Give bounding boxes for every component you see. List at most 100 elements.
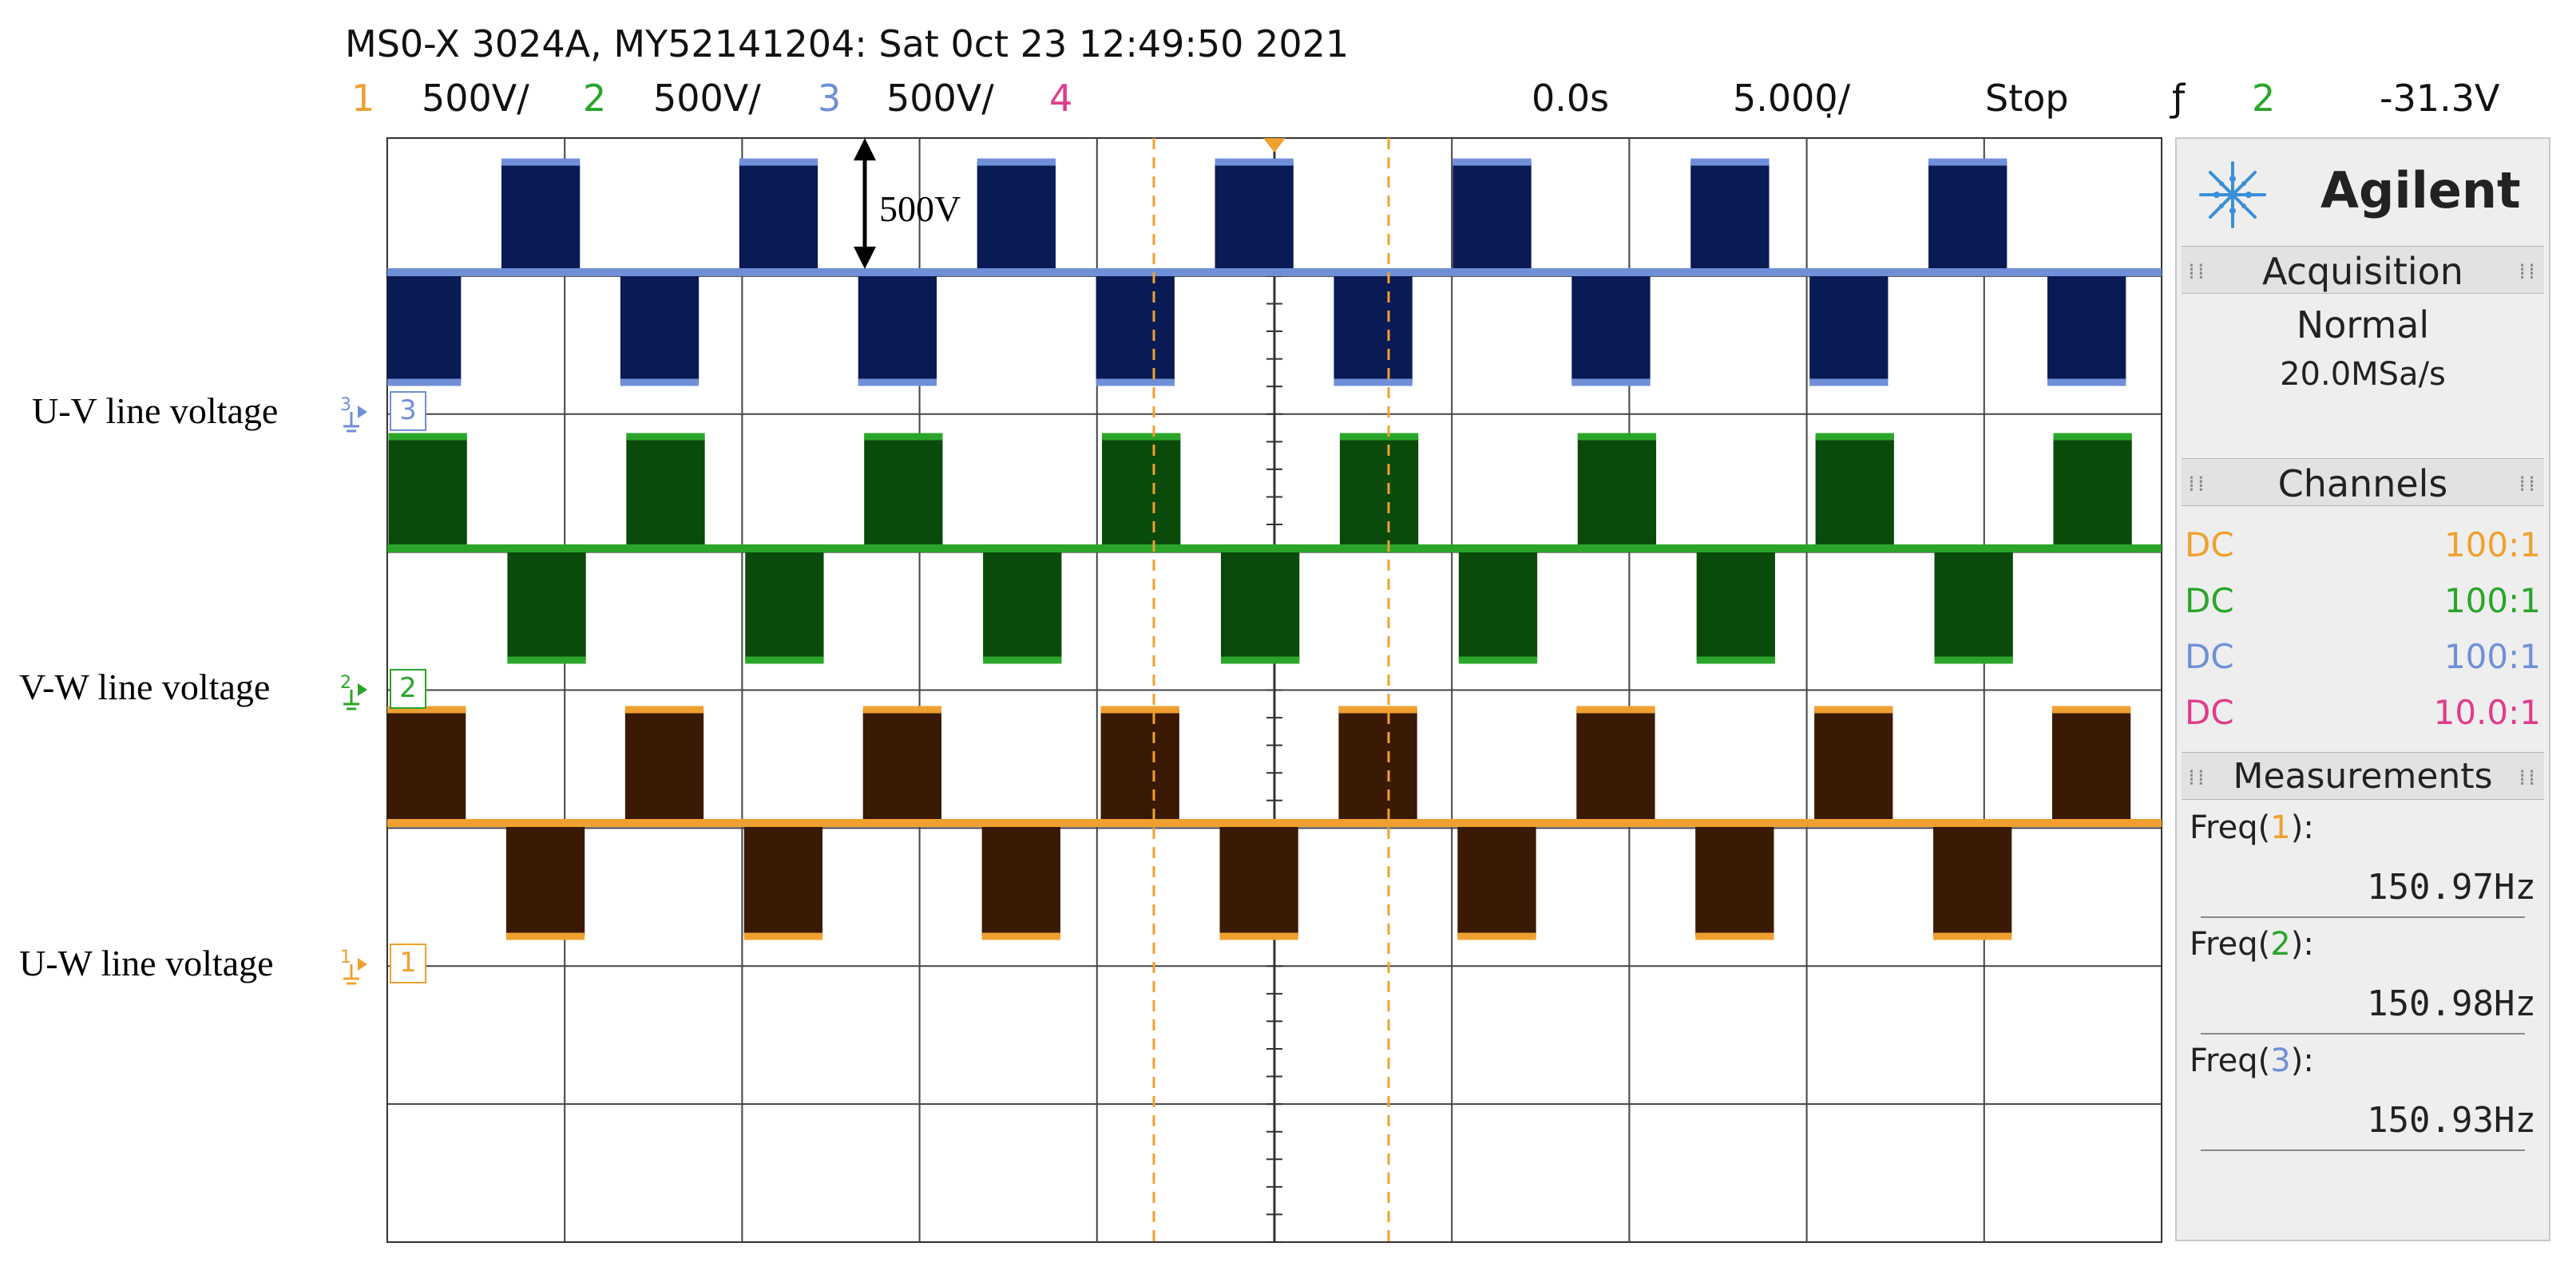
channel-3-indicator[interactable]: 3 bbox=[818, 77, 842, 120]
grip-icon: ⁞⁞ bbox=[2188, 470, 2207, 497]
pulse-block bbox=[2051, 710, 2131, 823]
acquisition-header[interactable]: ⁞⁞ Acquisition ⁞⁞ bbox=[2182, 246, 2544, 294]
channel-1-ground-marker[interactable]: 1 bbox=[340, 944, 388, 995]
channel-2-scale: 500V/ bbox=[653, 77, 761, 120]
measurement-channel: 2 bbox=[2270, 926, 2291, 963]
ground-icon: 1 bbox=[340, 948, 367, 985]
side-panel: Agilent ⁞⁞ Acquisition ⁞⁞ Normal 20.0MSa… bbox=[2175, 137, 2550, 1241]
pulse-block bbox=[1215, 162, 1294, 272]
divider bbox=[2201, 916, 2525, 918]
brand-name: Agilent bbox=[2320, 161, 2521, 220]
channel-4-probe: 10.0:1 bbox=[2433, 693, 2541, 732]
acquisition-heading: Acquisition bbox=[2262, 250, 2463, 293]
trigger-position-icon bbox=[1263, 138, 1286, 152]
pulse-block bbox=[1933, 823, 2012, 936]
channel-4-coupling: DC bbox=[2185, 693, 2234, 732]
pulse-block bbox=[1339, 437, 1419, 548]
pulse-block bbox=[1576, 710, 1655, 823]
scale-annotation-group: 500V bbox=[854, 138, 961, 269]
scope-header-title: MS0-X 3024A, MY52141204: Sat 0ct 23 12:4… bbox=[345, 22, 1349, 65]
channel-2-probe: 100:1 bbox=[2443, 581, 2541, 620]
time-delay: 0.0s bbox=[1532, 77, 1610, 120]
waveforms bbox=[387, 158, 2162, 940]
pulse-block bbox=[1695, 823, 1774, 936]
ground-icon: 2 bbox=[340, 673, 367, 710]
pulse-block bbox=[1815, 437, 1894, 548]
pulse-block bbox=[743, 823, 823, 936]
time-scale: 5.000̣/ bbox=[1733, 77, 1851, 120]
scale-arrow-down-icon bbox=[854, 247, 876, 269]
channels-heading: Channels bbox=[2277, 462, 2448, 505]
grip-icon: ⁞⁞ bbox=[2519, 764, 2538, 790]
vw-line-voltage-label: V-W line voltage bbox=[19, 667, 271, 707]
pulse-block bbox=[1577, 437, 1657, 548]
channel-1-probe: 100:1 bbox=[2443, 525, 2541, 564]
pulse-block bbox=[977, 162, 1056, 272]
pulse-block bbox=[501, 162, 581, 272]
channel-3-probe: 100:1 bbox=[2443, 637, 2541, 676]
pulse-block bbox=[626, 437, 705, 548]
measurement-channel: 1 bbox=[2270, 809, 2291, 846]
pulse-block bbox=[1928, 162, 2007, 272]
pulse-block bbox=[1102, 437, 1181, 548]
grip-icon: ⁞⁞ bbox=[2519, 470, 2538, 497]
channel-4-indicator[interactable]: 4 bbox=[1049, 77, 1073, 120]
measurement-value: 150.98Hz bbox=[2367, 983, 2536, 1024]
pulse-block bbox=[983, 548, 1062, 660]
pulse-block bbox=[858, 272, 937, 382]
uw-line-voltage-label: U-W line voltage bbox=[19, 943, 274, 983]
cursors[interactable] bbox=[1152, 138, 1390, 1242]
pulse-block bbox=[505, 823, 585, 936]
channel-3-ground-marker[interactable]: 3 bbox=[340, 391, 388, 442]
measurements-header[interactable]: ⁞⁞ Measurements ⁞⁞ bbox=[2182, 752, 2544, 800]
agilent-spark-icon bbox=[2193, 155, 2273, 235]
uv-line-voltage-label: U-V line voltage bbox=[32, 390, 279, 431]
pulse-block bbox=[387, 272, 462, 382]
pulse-block bbox=[388, 437, 467, 548]
pulse-block bbox=[1096, 272, 1175, 382]
svg-text:2: 2 bbox=[340, 673, 351, 693]
pulse-block bbox=[620, 272, 699, 382]
scale-annotation: 500V bbox=[879, 188, 961, 229]
pulse-block bbox=[1452, 162, 1532, 272]
pulse-block bbox=[981, 823, 1060, 936]
channel-1-scale: 500V/ bbox=[422, 77, 529, 120]
channel-1-indicator[interactable]: 1 bbox=[351, 77, 375, 120]
channel-2-ground-marker[interactable]: 2 bbox=[340, 669, 388, 720]
grip-icon: ⁞⁞ bbox=[2519, 258, 2538, 284]
pulse-block bbox=[745, 548, 824, 660]
pulse-block bbox=[624, 710, 704, 823]
channel-3-scale: 500V/ bbox=[886, 77, 994, 120]
channel-3-coupling: DC bbox=[2185, 637, 2234, 676]
pulse-block bbox=[1690, 162, 1770, 272]
channel-2-indicator[interactable]: 2 bbox=[583, 77, 607, 120]
trigger-slope-icon: ƒ bbox=[2172, 77, 2186, 120]
pulse-block bbox=[1571, 272, 1651, 382]
pulse-block bbox=[1334, 272, 1413, 382]
run-state[interactable]: Stop bbox=[1985, 77, 2069, 120]
channel-1-coupling: DC bbox=[2185, 525, 2234, 564]
waveform-1 bbox=[387, 706, 2162, 940]
divider bbox=[2201, 1033, 2525, 1035]
measurement-channel: 3 bbox=[2270, 1043, 2291, 1079]
waveform-plot: 500V bbox=[387, 138, 2162, 1242]
channel-2-marker-box: 2 bbox=[390, 669, 426, 709]
grip-icon: ⁞⁞ bbox=[2188, 258, 2207, 284]
pulse-block bbox=[864, 437, 943, 548]
pulse-block bbox=[739, 162, 818, 272]
pulse-block bbox=[387, 710, 466, 823]
channel-1-marker-box: 1 bbox=[390, 944, 426, 983]
trigger-level: -31.3V bbox=[2380, 77, 2500, 120]
grip-icon: ⁞⁞ bbox=[2188, 764, 2207, 790]
pulse-block bbox=[507, 548, 586, 660]
measurements-heading: Measurements bbox=[2233, 756, 2493, 797]
measurement-value: 150.97Hz bbox=[2367, 867, 2536, 908]
pulse-block bbox=[1696, 548, 1775, 660]
divider bbox=[2201, 1149, 2525, 1151]
pulse-block bbox=[862, 710, 942, 823]
channels-header[interactable]: ⁞⁞ Channels ⁞⁞ bbox=[2182, 458, 2544, 506]
scope-screen: 500V bbox=[386, 137, 2162, 1243]
pulse-block bbox=[1814, 710, 1893, 823]
sample-rate: 20.0MSa/s bbox=[2280, 356, 2446, 393]
pulse-block bbox=[1338, 710, 1417, 823]
